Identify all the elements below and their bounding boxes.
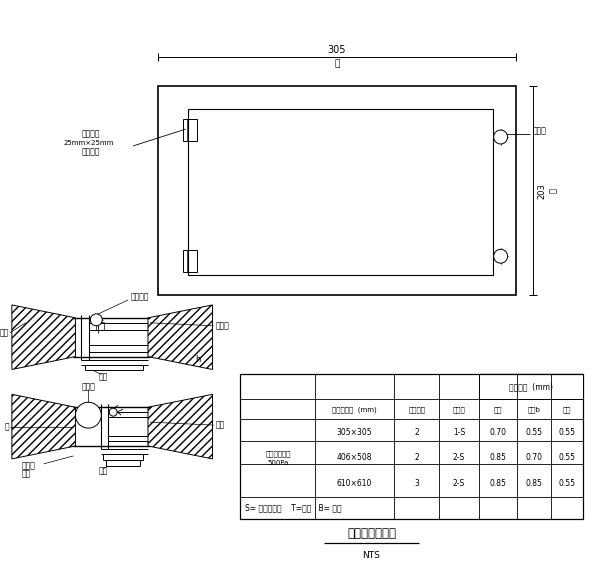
Text: 门: 门 [549,188,558,193]
Text: 2: 2 [414,453,419,463]
Text: 2: 2 [414,427,419,437]
Text: S= 钢板数标缝    T=上侧   B= 下侧: S= 钢板数标缝 T=上侧 B= 下侧 [245,503,342,512]
Circle shape [494,249,508,263]
Text: 旋钮锁: 旋钮锁 [533,127,546,135]
Text: 边框b: 边框b [527,406,540,412]
Text: 305: 305 [327,44,346,55]
Text: 铰链: 铰链 [22,470,31,478]
Text: 2-S: 2-S [453,479,465,488]
Text: 刚性接缝: 刚性接缝 [82,130,101,138]
Text: 垫板: 垫板 [99,372,108,381]
Text: 检修口尺寸  (mm): 检修口尺寸 (mm) [332,406,377,412]
Bar [479,374,583,399]
Text: 边框: 边框 [493,406,502,412]
Text: 旋钮锁: 旋钮锁 [82,382,95,391]
Text: 0.85: 0.85 [489,479,506,488]
Text: 0.55: 0.55 [525,427,543,437]
Bar [183,251,196,272]
Polygon shape [12,394,76,459]
Text: 2-S: 2-S [453,453,465,463]
Circle shape [90,314,102,326]
Text: 金属厚度  (mm): 金属厚度 (mm) [509,383,553,391]
Text: 密封垫: 密封垫 [22,461,36,470]
Text: 门: 门 [4,423,9,432]
Text: 25mm×25mm: 25mm×25mm [63,140,114,146]
Bar [183,119,196,141]
Text: 406×508: 406×508 [337,453,372,463]
Text: 0.55: 0.55 [559,427,576,437]
Circle shape [494,130,508,144]
Text: 500Pa: 500Pa [267,460,289,466]
Polygon shape [148,305,212,370]
Text: h: h [196,355,201,364]
Text: 203: 203 [538,183,547,199]
Text: 箱框: 箱框 [563,406,571,412]
Bar [158,86,515,295]
Polygon shape [148,394,212,459]
Text: 0.70: 0.70 [489,427,506,437]
Text: 门: 门 [334,59,339,68]
Text: 3: 3 [414,479,419,488]
Text: 额定压力大于: 额定压力大于 [265,451,291,457]
Text: 1-S: 1-S [453,427,465,437]
Bar [240,374,583,519]
Circle shape [109,408,117,416]
Bar [187,109,493,275]
Text: 0.55: 0.55 [559,453,576,463]
Text: 0.55: 0.55 [559,479,576,488]
Text: 610×610: 610×610 [337,479,372,488]
Text: 风管: 风管 [215,420,225,430]
Bar [96,322,104,330]
Text: NTS: NTS [362,551,380,559]
Text: 铰链组: 铰链组 [215,321,230,331]
Text: 风管: 风管 [0,328,9,337]
Text: 风管检修门详图: 风管检修门详图 [347,527,396,540]
Circle shape [76,402,101,428]
Text: 0.85: 0.85 [489,453,506,463]
Text: 305×305: 305×305 [337,427,372,437]
Polygon shape [12,305,76,370]
Text: 密封胶缝: 密封胶缝 [82,147,101,157]
Text: 0.70: 0.70 [525,453,543,463]
Text: 垫板: 垫板 [99,466,108,475]
Text: 刚性接缝: 刚性接缝 [131,293,149,301]
Text: 钢板数量: 钢板数量 [408,406,425,412]
Text: 螺栓数: 螺栓数 [453,406,465,412]
Text: 0.85: 0.85 [525,479,542,488]
